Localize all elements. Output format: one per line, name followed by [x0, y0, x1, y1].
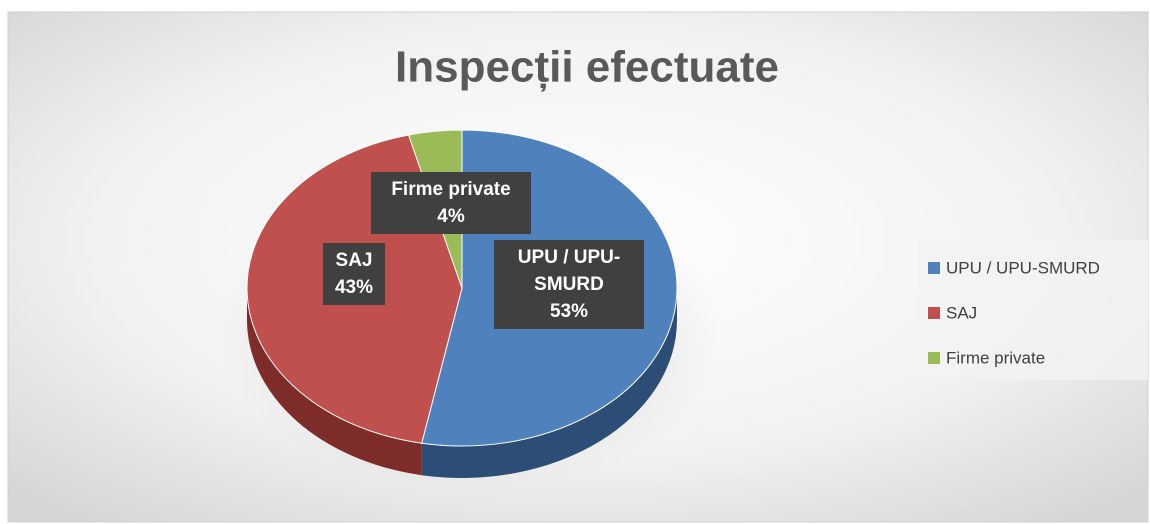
data-label: Firme private 4%	[371, 172, 531, 234]
label-category: SAJ	[335, 250, 373, 271]
slice-side	[247, 288, 422, 476]
label-value: 43%	[334, 277, 374, 298]
data-label: SAJ 43%	[323, 243, 385, 305]
label-value: 53%	[549, 301, 589, 322]
legend-swatch	[928, 307, 940, 319]
chart-title: Inspecții efectuate	[395, 43, 779, 92]
legend: UPU / UPU-SMURD SAJ Firme private	[928, 258, 1100, 367]
legend-label: SAJ	[946, 303, 977, 322]
data-label: UPU / UPU-SMURD 53%	[494, 240, 644, 329]
label-category: UPU / UPU-SMURD	[517, 247, 621, 295]
slice-side	[421, 288, 677, 478]
label-value: 4%	[437, 206, 465, 227]
legend-label: Firme private	[946, 348, 1045, 367]
legend-label: UPU / UPU-SMURD	[946, 258, 1100, 277]
legend-swatch	[928, 352, 940, 364]
legend-box	[918, 240, 1148, 380]
label-category: Firme private	[391, 179, 511, 200]
legend-swatch	[928, 262, 940, 274]
